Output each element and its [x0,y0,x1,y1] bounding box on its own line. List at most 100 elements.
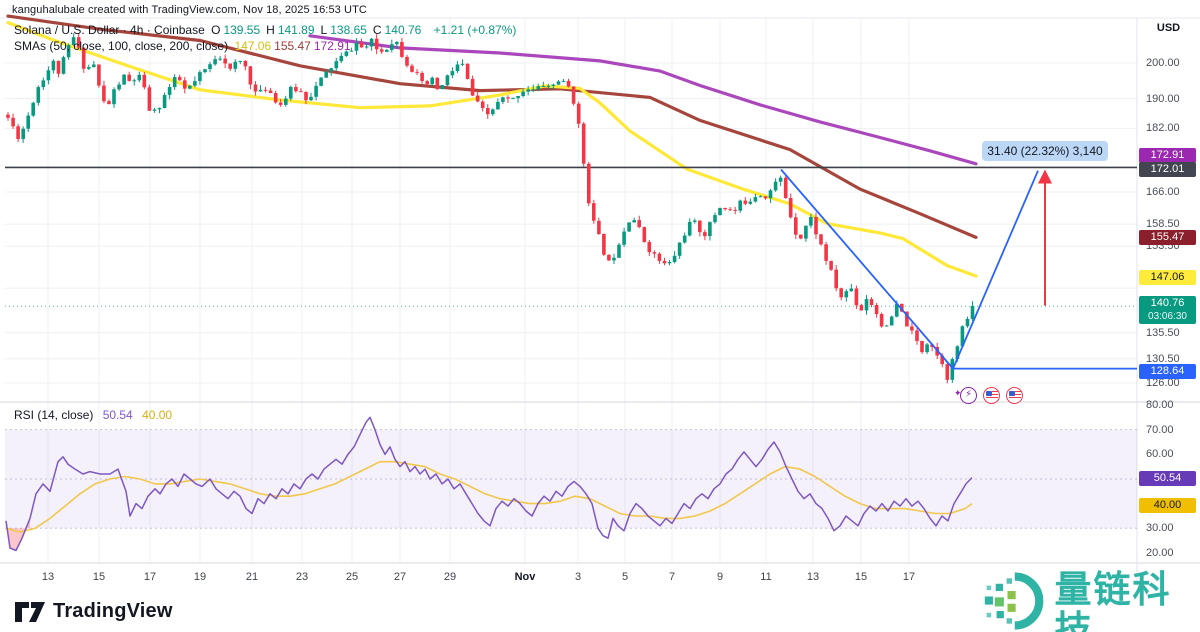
candle-body [677,242,682,256]
candle-body [410,65,414,72]
date-label-27: 27 [393,571,407,583]
sma100-line[interactable] [6,14,978,239]
candle-body [773,181,778,191]
candle-body [390,44,394,50]
candle-body [238,60,243,62]
date-label-25: 25 [345,571,359,583]
price-tick: 158.50 [1146,218,1180,231]
candle-body [743,200,748,204]
candle-body [445,75,450,86]
candle-body [309,96,313,101]
candle-body [571,86,576,104]
rsi-legend[interactable]: RSI (14, close) 50.54 40.00 [14,408,178,422]
candle-body [420,72,424,82]
candle-body [612,257,616,261]
trendline-down[interactable] [780,168,954,370]
candle-body [193,81,197,86]
us-flag-event-icon[interactable] [983,386,1000,404]
measured-move-label[interactable]: 31.40 (22.32%) 3,140 [982,141,1108,161]
us-flag-event-icon-2[interactable] [1006,386,1023,404]
candle-body [642,227,647,242]
candle-body [299,91,303,93]
symbol-title[interactable]: Solana / U.S. Dollar · 4h · Coinbase [14,23,205,37]
candle-body [647,242,652,253]
candle-body [662,260,667,264]
candle-body [486,108,490,115]
candle-body [925,344,929,353]
candle-body [788,198,793,218]
candle-body [92,64,96,68]
candle-body [6,114,10,118]
candle-body [354,42,359,51]
candle-body [147,87,152,111]
candle-body [728,209,732,211]
date-label-Nov: Nov [514,571,536,583]
candle-body [834,269,838,289]
candle-body [698,220,702,233]
sma-legend-label[interactable]: SMAs (50, close, 100, close, 200, close) [14,39,229,53]
date-label-3: 3 [574,571,582,583]
ohlc-L: L 138.65 [320,23,367,37]
candle-body [369,38,374,47]
candle-body [87,67,91,69]
price-tick: 200.00 [1146,57,1180,69]
candle-body [597,220,601,235]
candle-body [36,87,41,103]
candle-body [491,109,495,115]
candle-body [940,355,944,365]
rsi-legend-label[interactable]: RSI (14, close) [14,408,94,422]
flash-event-icon[interactable]: ✦ ⚡ [954,386,977,404]
symbol-legend[interactable]: Solana / U.S. Dollar · 4h · Coinbase O 13… [14,23,519,37]
candle-body [970,305,975,319]
candle-body [248,66,253,85]
watermark-logo-icon [984,572,1044,630]
date-label-7: 7 [668,571,676,583]
price-label-155.47: 155.47 [1139,230,1196,245]
candle-body [879,314,884,327]
candle-body [819,234,823,245]
price-tick: 166.00 [1146,186,1180,199]
date-label-17: 17 [902,571,916,583]
sma200-line[interactable] [308,34,978,166]
candle-body [708,222,712,237]
candle-body [66,45,71,58]
candlestick-series[interactable] [6,33,975,384]
candle-body [405,56,409,66]
event-icons-row: ✦ ⚡ [954,386,1023,404]
trendline-up[interactable] [952,170,1039,369]
candle-body [546,85,551,87]
rsi-line[interactable] [5,416,973,552]
candle-body [723,208,727,210]
candle-body [278,102,283,105]
candle-body [960,326,965,347]
candle-body [672,255,677,262]
candle-body [258,89,263,92]
candle-body [81,47,86,69]
candle-body [869,299,874,305]
candle-body [460,63,465,65]
candle-body [536,86,541,90]
date-label-19: 19 [193,571,207,583]
candle-body [223,58,227,64]
candle-body [682,235,687,243]
sma-legend[interactable]: SMAs (50, close, 100, close, 200, close)… [14,39,357,53]
tradingview-logo[interactable]: TradingView [14,600,173,623]
price-axis-unit: USD [1156,22,1181,34]
candle-body [188,85,192,89]
candle-body [602,234,606,255]
candle-body [607,254,611,261]
candle-body [324,71,328,78]
candle-body [900,303,904,312]
candle-body [374,38,379,50]
candle-body [829,260,833,270]
candle-body [253,84,258,92]
candle-body [455,64,460,72]
candle-body [334,61,339,69]
candle-body [809,217,813,226]
candle-body [587,163,591,204]
rsi-ma-line[interactable] [5,460,973,533]
candle-body [526,89,530,92]
candle-body [213,59,217,65]
sma50-line[interactable] [6,21,978,278]
